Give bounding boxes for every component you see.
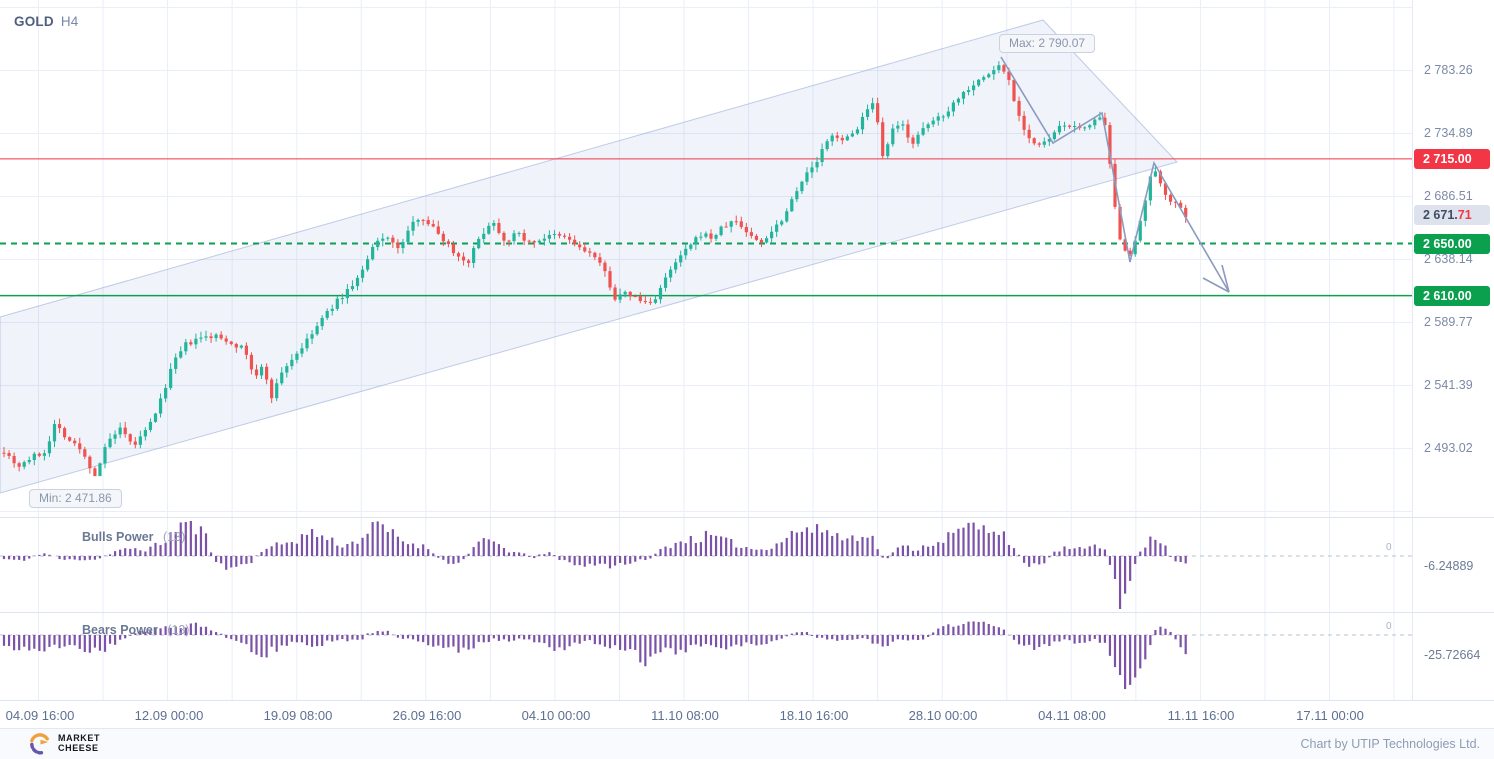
brand-line2: CHEESE <box>58 743 99 753</box>
market-cheese-logo-icon <box>30 732 49 754</box>
chart-credit: Chart by UTIP Technologies Ltd. <box>1300 737 1481 751</box>
brand-text: MARKET CHEESE <box>58 733 101 754</box>
chart-canvas[interactable] <box>0 0 1494 728</box>
footer-bar: MARKET CHEESE Chart by UTIP Technologies… <box>0 728 1494 759</box>
brand-line1: MARKET <box>58 733 101 744</box>
market-cheese-brand: MARKET CHEESE <box>28 732 101 756</box>
